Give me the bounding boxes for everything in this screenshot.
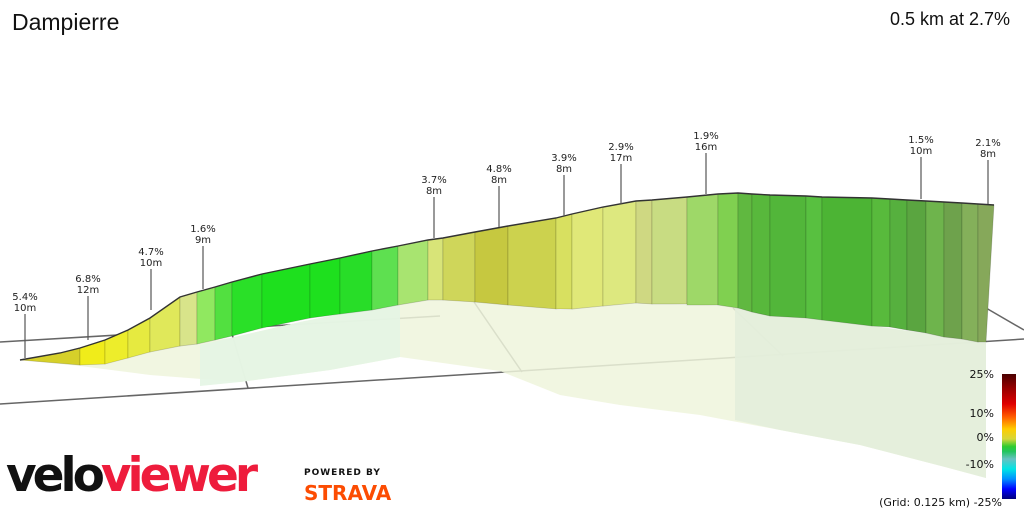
- segment-annotation: 2.1%8m: [975, 138, 1001, 204]
- segment-annotation: 3.7%8m: [421, 175, 447, 238]
- annotation-gradient: 3.7%: [421, 175, 446, 186]
- annotation-gradient: 1.5%: [908, 135, 933, 146]
- annotation-gradient: 3.9%: [551, 153, 576, 164]
- legend-tick: 25%: [969, 368, 994, 381]
- annotation-length: 10m: [910, 146, 932, 157]
- annotation-length: 10m: [140, 258, 162, 269]
- annotation-gradient: 5.4%: [12, 292, 37, 303]
- annotation-length: 10m: [14, 303, 36, 314]
- segment-annotation: 4.8%8m: [486, 164, 512, 227]
- gradient-legend: 25% 10% 0% -10%: [936, 368, 1016, 499]
- powered-by-label: POWERED BY: [304, 468, 381, 478]
- legend-tick: 0%: [976, 431, 994, 444]
- annotation-length: 8m: [980, 149, 996, 160]
- veloviewer-logo[interactable]: veloviewer: [6, 452, 258, 499]
- segment-annotations: 5.4%10m6.8%12m4.7%10m1.6%9m3.7%8m4.8%8m3…: [12, 131, 1001, 358]
- gradient-colorbar: [1002, 374, 1016, 499]
- segment-annotation: 6.8%12m: [75, 274, 101, 340]
- segment-annotation: 5.4%10m: [12, 292, 38, 358]
- annotation-length: 12m: [77, 285, 99, 296]
- legend-tick: 10%: [969, 407, 994, 420]
- annotation-gradient: 2.1%: [975, 138, 1000, 149]
- annotation-length: 8m: [426, 186, 442, 197]
- strava-logo[interactable]: STRAVA: [304, 481, 392, 505]
- logo-viewer: viewer: [100, 448, 258, 503]
- segment-annotation: 1.6%9m: [190, 224, 216, 289]
- annotation-length: 9m: [195, 235, 211, 246]
- segment-annotation: 1.9%16m: [693, 131, 719, 194]
- grid-scale-note: (Grid: 0.125 km) -25%: [879, 496, 1002, 509]
- annotation-gradient: 6.8%: [75, 274, 100, 285]
- segment-annotation: 2.9%17m: [608, 142, 634, 204]
- gradient-wall: [19, 192, 995, 366]
- segment-annotation: 1.5%10m: [908, 135, 934, 199]
- annotation-length: 8m: [556, 164, 572, 175]
- annotation-length: 8m: [491, 175, 507, 186]
- profile-outline: [19, 192, 995, 361]
- annotation-gradient: 1.9%: [693, 131, 718, 142]
- annotation-gradient: 4.8%: [486, 164, 511, 175]
- segment-annotation: 3.9%8m: [551, 153, 577, 216]
- annotation-gradient: 4.7%: [138, 247, 163, 258]
- annotation-gradient: 2.9%: [608, 142, 633, 153]
- annotation-gradient: 1.6%: [190, 224, 215, 235]
- segment-title: Dampierre: [12, 9, 120, 35]
- segment-annotation: 4.7%10m: [138, 247, 164, 310]
- annotation-length: 16m: [695, 142, 717, 153]
- segment-summary: 0.5 km at 2.7%: [889, 9, 1010, 29]
- legend-tick: -10%: [965, 458, 994, 471]
- annotation-length: 17m: [610, 153, 632, 164]
- logo-velo: velo: [6, 448, 105, 503]
